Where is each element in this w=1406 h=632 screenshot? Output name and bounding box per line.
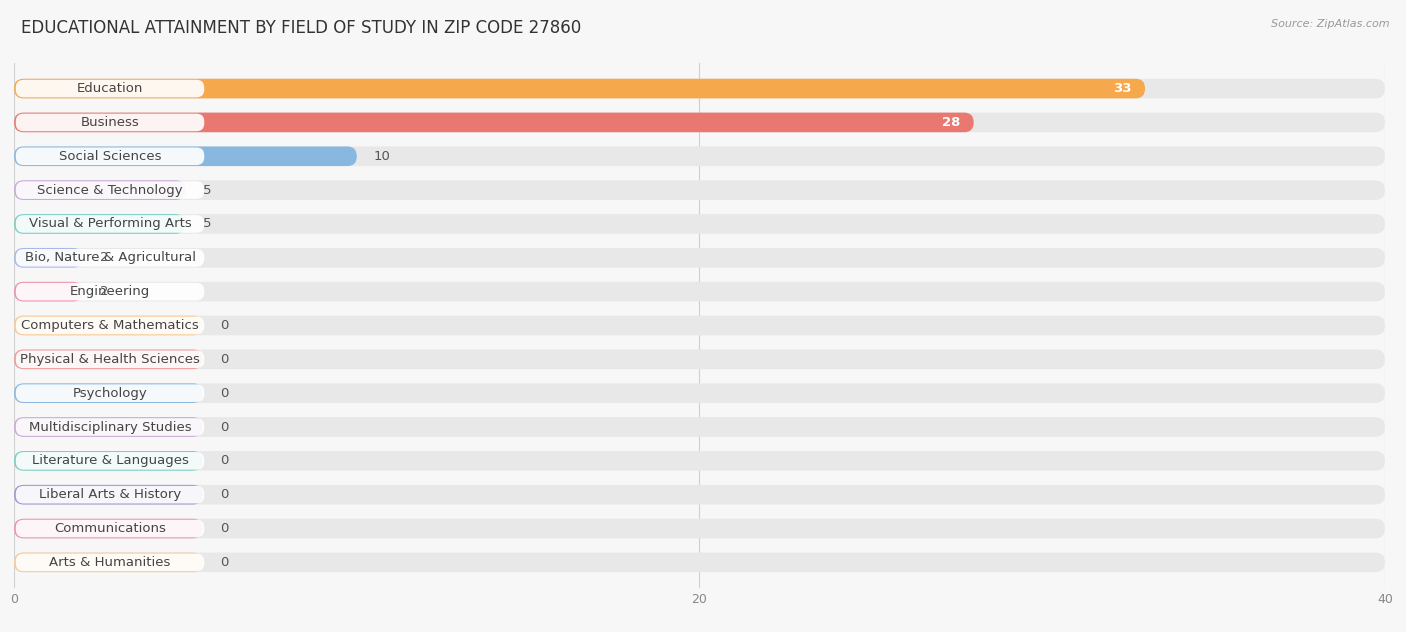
FancyBboxPatch shape xyxy=(15,351,204,368)
FancyBboxPatch shape xyxy=(14,315,1385,336)
Text: Multidisciplinary Studies: Multidisciplinary Studies xyxy=(28,420,191,434)
FancyBboxPatch shape xyxy=(14,248,83,267)
FancyBboxPatch shape xyxy=(14,552,202,572)
FancyBboxPatch shape xyxy=(14,112,1385,132)
FancyBboxPatch shape xyxy=(15,452,204,470)
FancyBboxPatch shape xyxy=(14,519,202,538)
FancyBboxPatch shape xyxy=(14,79,1144,99)
FancyBboxPatch shape xyxy=(15,147,204,165)
Text: Visual & Performing Arts: Visual & Performing Arts xyxy=(28,217,191,231)
FancyBboxPatch shape xyxy=(14,451,202,471)
Text: Education: Education xyxy=(77,82,143,95)
Text: Psychology: Psychology xyxy=(73,387,148,399)
Text: EDUCATIONAL ATTAINMENT BY FIELD OF STUDY IN ZIP CODE 27860: EDUCATIONAL ATTAINMENT BY FIELD OF STUDY… xyxy=(21,19,581,37)
FancyBboxPatch shape xyxy=(15,215,204,233)
FancyBboxPatch shape xyxy=(15,418,204,436)
FancyBboxPatch shape xyxy=(15,486,204,504)
FancyBboxPatch shape xyxy=(15,114,204,131)
FancyBboxPatch shape xyxy=(14,180,186,200)
Text: 0: 0 xyxy=(219,556,228,569)
FancyBboxPatch shape xyxy=(14,112,973,132)
Text: Communications: Communications xyxy=(53,522,166,535)
FancyBboxPatch shape xyxy=(14,147,1385,166)
Text: 0: 0 xyxy=(219,319,228,332)
FancyBboxPatch shape xyxy=(14,485,202,504)
Text: Liberal Arts & History: Liberal Arts & History xyxy=(39,488,181,501)
Text: Business: Business xyxy=(80,116,139,129)
FancyBboxPatch shape xyxy=(15,554,204,571)
FancyBboxPatch shape xyxy=(14,282,83,301)
FancyBboxPatch shape xyxy=(14,384,1385,403)
Text: 0: 0 xyxy=(219,387,228,399)
FancyBboxPatch shape xyxy=(14,384,202,403)
FancyBboxPatch shape xyxy=(14,349,202,369)
Text: Engineering: Engineering xyxy=(70,285,150,298)
Text: 0: 0 xyxy=(219,488,228,501)
FancyBboxPatch shape xyxy=(15,80,204,97)
Text: 5: 5 xyxy=(202,217,211,231)
FancyBboxPatch shape xyxy=(15,181,204,199)
FancyBboxPatch shape xyxy=(15,384,204,402)
FancyBboxPatch shape xyxy=(14,451,1385,471)
Text: Arts & Humanities: Arts & Humanities xyxy=(49,556,170,569)
FancyBboxPatch shape xyxy=(14,248,1385,267)
FancyBboxPatch shape xyxy=(15,520,204,537)
FancyBboxPatch shape xyxy=(14,147,357,166)
FancyBboxPatch shape xyxy=(14,519,1385,538)
Text: 33: 33 xyxy=(1112,82,1132,95)
Text: 0: 0 xyxy=(219,420,228,434)
Text: Physical & Health Sciences: Physical & Health Sciences xyxy=(20,353,200,366)
Text: 2: 2 xyxy=(100,285,108,298)
Text: 5: 5 xyxy=(202,184,211,197)
FancyBboxPatch shape xyxy=(14,417,1385,437)
Text: 0: 0 xyxy=(219,522,228,535)
FancyBboxPatch shape xyxy=(15,249,204,267)
FancyBboxPatch shape xyxy=(14,349,1385,369)
Text: Literature & Languages: Literature & Languages xyxy=(31,454,188,467)
Text: Science & Technology: Science & Technology xyxy=(37,184,183,197)
FancyBboxPatch shape xyxy=(14,417,202,437)
Text: Bio, Nature & Agricultural: Bio, Nature & Agricultural xyxy=(24,252,195,264)
FancyBboxPatch shape xyxy=(14,180,1385,200)
Text: Social Sciences: Social Sciences xyxy=(59,150,162,163)
FancyBboxPatch shape xyxy=(14,552,1385,572)
FancyBboxPatch shape xyxy=(14,282,1385,301)
FancyBboxPatch shape xyxy=(14,214,186,234)
FancyBboxPatch shape xyxy=(14,315,202,336)
FancyBboxPatch shape xyxy=(15,317,204,334)
Text: 0: 0 xyxy=(219,353,228,366)
FancyBboxPatch shape xyxy=(14,485,1385,504)
Text: 28: 28 xyxy=(942,116,960,129)
FancyBboxPatch shape xyxy=(14,79,1385,99)
FancyBboxPatch shape xyxy=(15,283,204,300)
Text: Computers & Mathematics: Computers & Mathematics xyxy=(21,319,198,332)
FancyBboxPatch shape xyxy=(14,214,1385,234)
Text: Source: ZipAtlas.com: Source: ZipAtlas.com xyxy=(1271,19,1389,29)
Text: 10: 10 xyxy=(374,150,391,163)
Text: 0: 0 xyxy=(219,454,228,467)
Text: 2: 2 xyxy=(100,252,108,264)
